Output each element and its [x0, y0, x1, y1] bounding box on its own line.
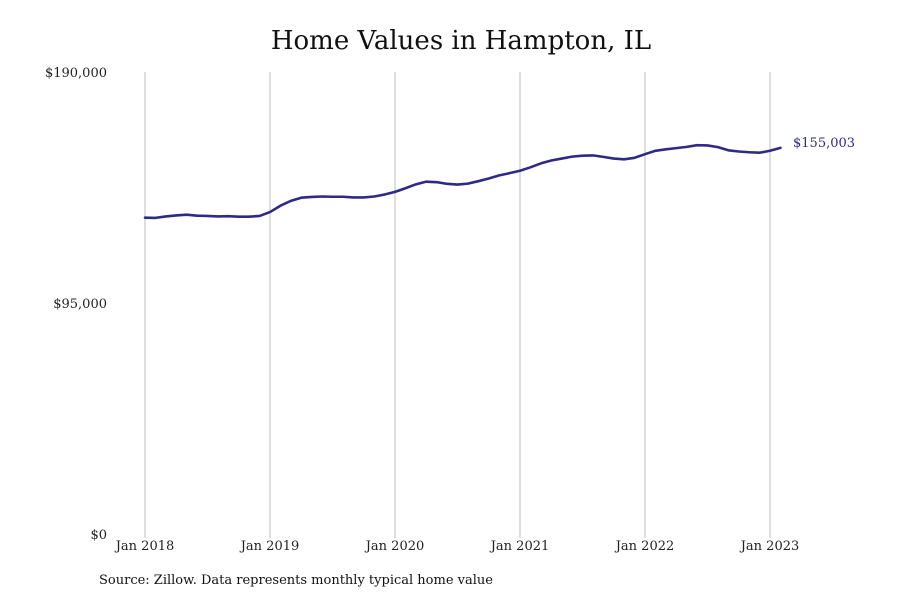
source-note: Source: Zillow. Data represents monthly … [99, 573, 493, 588]
y-tick-label: $95,000 [53, 297, 107, 312]
x-tick-label: Jan 2020 [364, 539, 425, 554]
x-axis-tick-labels: Jan 2018 Jan 2019 Jan 2020 Jan 2021 Jan 2022… [114, 539, 800, 554]
chart-title: Home Values in Hampton, IL [270, 26, 652, 56]
home-value-series: $155,003 [143, 136, 855, 220]
x-tick-label: Jan 2022 [614, 539, 675, 554]
x-tick-label: Jan 2021 [489, 539, 550, 554]
y-tick-label: $0 [90, 528, 107, 543]
x-tick-label: Jan 2019 [239, 539, 300, 554]
y-tick-label: $190,000 [45, 66, 107, 81]
series-line [143, 143, 782, 220]
x-tick-label: Jan 2023 [739, 539, 800, 554]
end-value-label: $155,003 [793, 136, 855, 151]
x-tick-label: Jan 2018 [114, 539, 175, 554]
vertical-grid-lines [144, 72, 771, 538]
y-axis-tick-labels: $0 $95,000 $190,000 [45, 66, 107, 543]
